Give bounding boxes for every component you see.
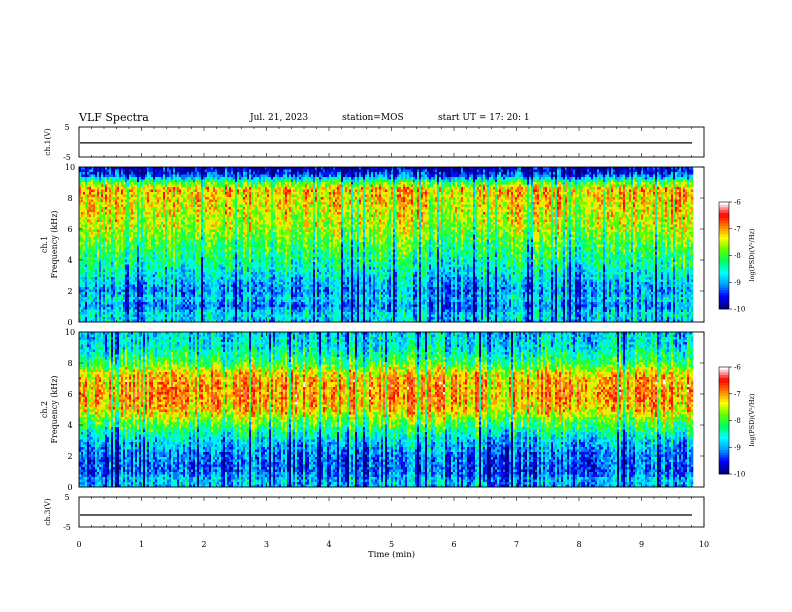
date-label: Jul. 21, 2023	[250, 113, 308, 123]
y-tick-label: 0	[67, 318, 72, 327]
panel-1-frame	[78, 126, 705, 158]
x-axis-label: Time (min)	[368, 549, 415, 560]
colorbar-tick-label: -8	[734, 252, 741, 260]
colorbar-tick-label: -6	[734, 199, 741, 207]
x-tick-label: 6	[451, 540, 456, 549]
y-tick-label: -5	[63, 153, 71, 162]
ch2-spectrogram-cells	[79, 167, 694, 323]
station-label: station=MOS	[342, 113, 404, 123]
y-tick-label: 10	[65, 328, 75, 337]
colorbar-tick-label: -8	[734, 417, 741, 425]
frequency-axis-label: Frequency (kHz)	[50, 210, 59, 278]
y-tick-label: 8	[67, 359, 72, 368]
ch4-voltage-label: ch.3(V)	[43, 498, 52, 526]
x-tick-label: 3	[264, 540, 269, 549]
x-tick-label: 4	[326, 540, 331, 549]
start-time-label: start UT = 17: 20: 1	[438, 113, 530, 123]
colorbar-tick-label: -10	[734, 306, 745, 314]
y-tick-label: 6	[67, 390, 72, 399]
y-tick-label: 10	[65, 163, 75, 172]
x-tick-label: 7	[514, 540, 519, 549]
y-tick-label: 4	[67, 256, 72, 265]
x-tick-label: 0	[76, 540, 81, 549]
colorbar-tick-label: -10	[734, 471, 745, 479]
colorbar-tick-label: -6	[734, 364, 741, 372]
y-tick-label: 5	[64, 493, 69, 502]
ch3-spectrogram-cells	[79, 332, 694, 488]
x-tick-label: 5	[389, 540, 394, 549]
colorbar-tick-label: -9	[734, 444, 741, 452]
y-tick-label: 2	[67, 452, 72, 461]
x-tick-label: 2	[201, 540, 206, 549]
ch2-label: ch.1	[40, 236, 49, 253]
x-tick-label: 1	[139, 540, 144, 549]
frequency-axis-label: Frequency (kHz)	[50, 375, 59, 443]
y-tick-label: 4	[67, 421, 72, 430]
x-tick-label: 10	[699, 540, 709, 549]
y-tick-label: -5	[63, 523, 71, 532]
colorbar-label: log(PSD)(V²/Hz)	[748, 393, 756, 446]
colorbar-tick-label: -7	[734, 390, 741, 398]
y-tick-label: 0	[67, 483, 72, 492]
y-tick-label: 5	[64, 123, 69, 132]
figure-title: VLF Spectra	[79, 111, 149, 124]
ch1-voltage-label: ch.1(V)	[43, 128, 52, 156]
colorbar-tick-label: -9	[734, 279, 741, 287]
y-tick-label: 8	[67, 194, 72, 203]
y-tick-label: 6	[67, 225, 72, 234]
y-tick-label: 2	[67, 287, 72, 296]
colorbar-tick-label: -7	[734, 225, 741, 233]
x-tick-label: 9	[639, 540, 644, 549]
x-tick-label: 8	[576, 540, 581, 549]
ch2-colorbar	[719, 202, 729, 310]
ch3-colorbar	[719, 367, 729, 475]
panel-4-frame	[78, 496, 705, 528]
ch3-label: ch.2	[40, 401, 49, 418]
colorbar-label: log(PSD)(V²/Hz)	[748, 228, 756, 281]
